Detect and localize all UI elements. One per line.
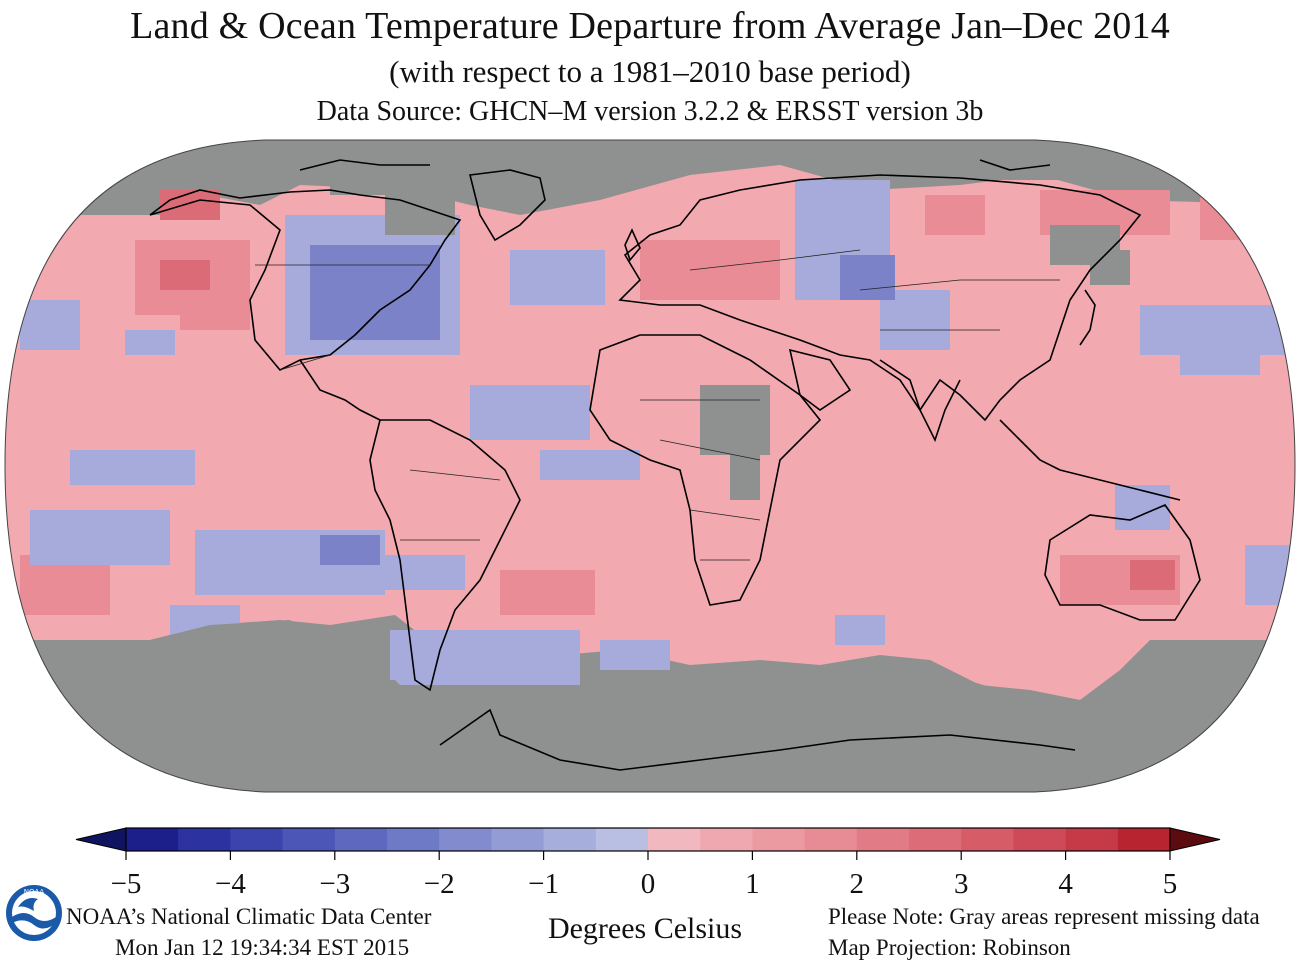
colorbar-tick-label: −4: [214, 868, 246, 900]
colorbar-segment: [439, 828, 492, 851]
noaa-logo: NOAA: [4, 883, 64, 948]
cool-anomaly-strong: [310, 245, 895, 565]
colorbar-segment: [334, 828, 388, 851]
map-field: [5, 140, 1295, 792]
colorbar-segment: [282, 828, 336, 851]
map-title: Land & Ocean Temperature Departure from …: [130, 5, 1170, 47]
colorbar-tick-label: −3: [319, 868, 351, 900]
data-source-line: Data Source: GHCN–M version 3.2.2 & ERSS…: [316, 96, 984, 127]
colorbar-segment: [909, 828, 962, 851]
colorbar-segment: [595, 828, 649, 851]
colorbar-segment: [1117, 828, 1171, 851]
colorbar-segment: [700, 828, 753, 851]
colorbar-tick-label: 4: [1058, 868, 1073, 900]
colorbar-segment: [178, 828, 231, 851]
colorbar-segment: [543, 828, 597, 851]
projection-note: Map Projection: Robinson: [828, 935, 1071, 960]
southern-missing-band: [5, 620, 1295, 792]
colorbar-over-arrow: [1169, 827, 1221, 852]
globe-outline: [4, 139, 1296, 793]
missing-data-note: Please Note: Gray areas represent missin…: [828, 904, 1260, 929]
source-timestamp-line: Mon Jan 12 19:34:34 EST 2015: [115, 935, 410, 960]
svg-text:NOAA: NOAA: [24, 888, 45, 896]
colorbar-segment: [856, 828, 910, 851]
colorbar-tick-label: −1: [528, 868, 560, 900]
colorbar-segment: [491, 828, 545, 851]
noaa-logo-icon: NOAA: [6, 885, 62, 941]
colorbar-segment: [961, 828, 1014, 851]
colorbar-segment: [1065, 828, 1119, 851]
colorbar-tick-label: 5: [1162, 868, 1178, 900]
map-subtitle: (with respect to a 1981–2010 base period…: [389, 54, 911, 89]
colorbar-under-arrow: [75, 827, 127, 852]
colorbar-segment: [752, 828, 806, 851]
colorbar-tick-label: −2: [423, 868, 455, 900]
colorbar-segment: [230, 828, 284, 851]
source-center-line: NOAA’s National Climatic Data Center: [66, 904, 432, 929]
colorbar-segment: [804, 828, 858, 851]
missing-land-patches: [330, 140, 1130, 500]
coastlines: [149, 159, 1201, 771]
colorbar-segment: [387, 828, 440, 851]
colorbar-tick-label: 1: [745, 868, 760, 900]
colorbar-segment: [1013, 828, 1067, 851]
colorbar-tick-label: 2: [849, 868, 865, 900]
colorbar-tick-label: 3: [953, 868, 969, 900]
colorbar-tick-label: −5: [110, 868, 142, 900]
country-borders: [255, 249, 1060, 561]
units-label: Degrees Celsius: [547, 912, 743, 945]
colorbar-segment: [126, 828, 179, 851]
colorbar-tick-label: 0: [640, 868, 656, 900]
colorbar-segment: [648, 828, 701, 851]
